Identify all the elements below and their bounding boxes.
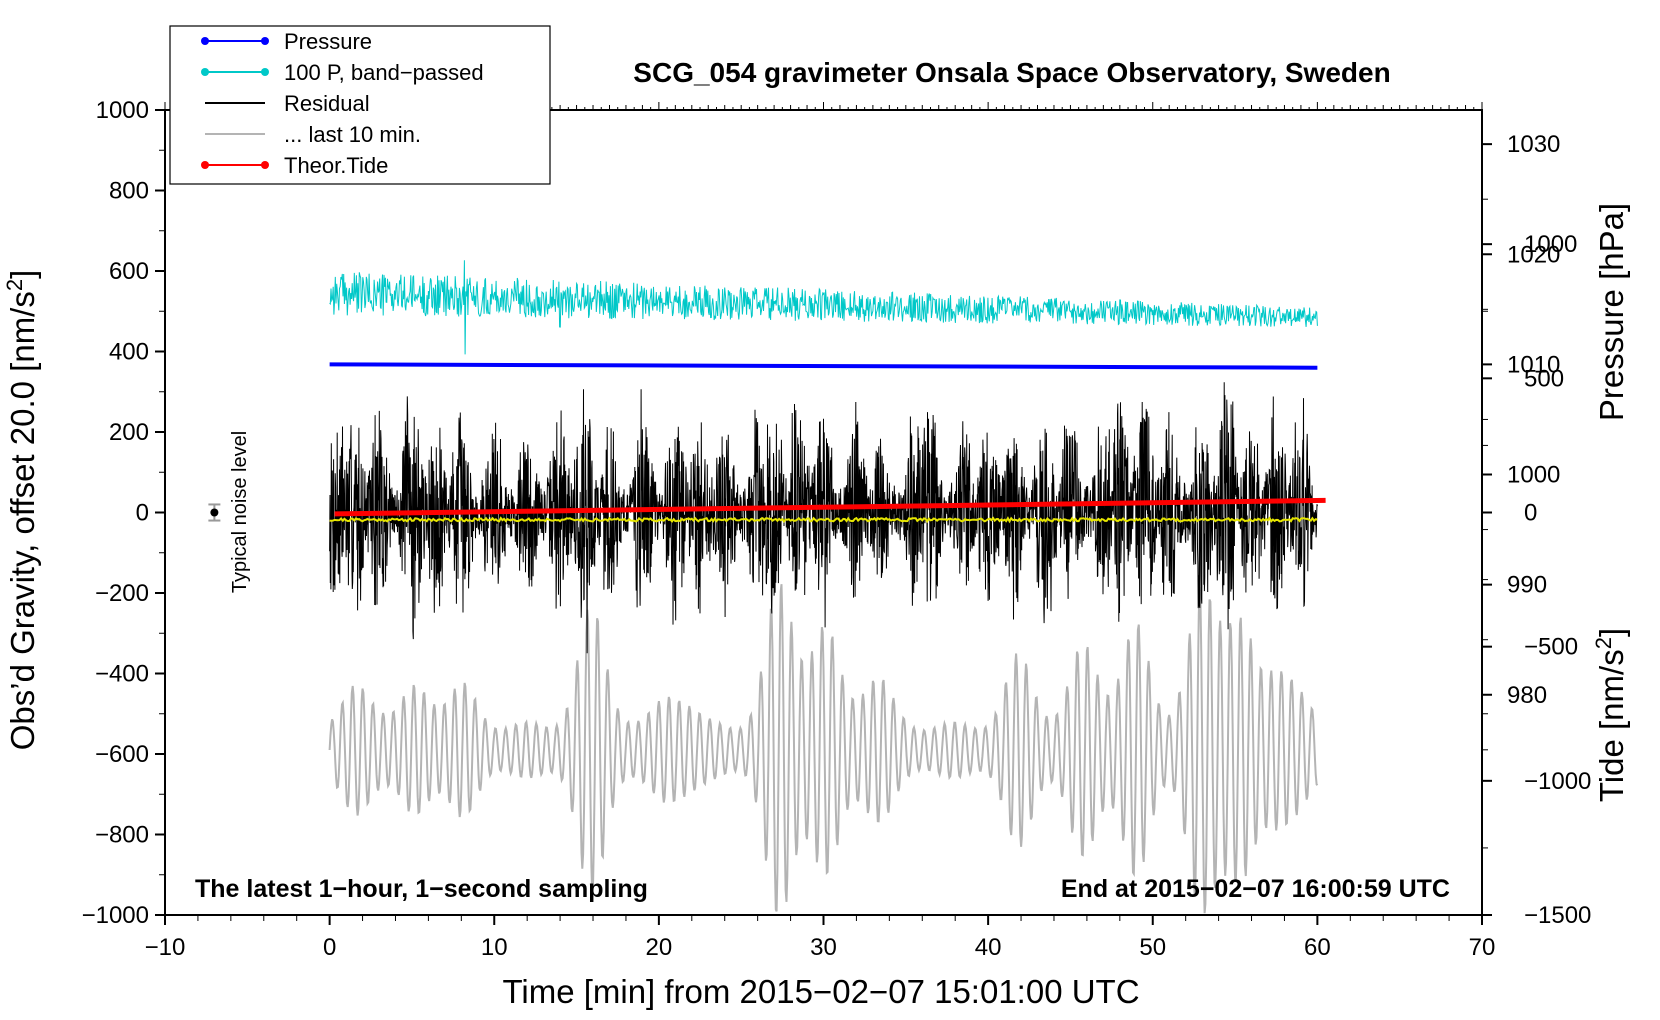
- pressure-tick-label: 980: [1507, 682, 1547, 709]
- tide-tick-label: −500: [1524, 634, 1578, 661]
- legend-marker-end-1: [261, 68, 269, 76]
- x-axis-title: Time [min] from 2015−02−07 15:01:00 UTC: [502, 973, 1139, 1010]
- series-pressure: [329, 362, 1318, 370]
- legend-label-3: ... last 10 min.: [284, 122, 421, 147]
- y-axis-title-tide-sup: 2: [1591, 637, 1616, 649]
- tide-tick-label: 500: [1524, 365, 1564, 392]
- noise-point: [210, 508, 219, 517]
- pressure-tick-label: 990: [1507, 572, 1547, 599]
- legend-marker-end-0: [261, 37, 269, 45]
- legend-label-2: Residual: [284, 91, 370, 116]
- y-tick-label: −800: [95, 822, 149, 849]
- legend-box: [169, 25, 551, 185]
- y-axis-title-pressure: Pressure [hPa]: [1593, 203, 1630, 421]
- y-axis-title-left-main: Obs’d Gravity, offset 20.0 [nm/s: [4, 291, 41, 750]
- y-axis-title-tide: Tide [nm/s2]: [1591, 628, 1630, 802]
- tide-tick-label: −1000: [1524, 768, 1591, 795]
- y-tick-label: 600: [109, 258, 149, 285]
- y-axis-title-left-sup: 2: [2, 279, 27, 291]
- tide-tick-label: 1000: [1524, 231, 1577, 258]
- pressure-tick-label: 1030: [1507, 131, 1560, 158]
- x-tick-label: 20: [646, 934, 673, 961]
- y-tick-label: 200: [109, 419, 149, 446]
- tide-tick-label: 0: [1524, 500, 1537, 527]
- x-tick-label: 70: [1469, 934, 1496, 961]
- y-tick-label: 800: [109, 178, 149, 205]
- chart-title: SCG_054 gravimeter Onsala Space Observat…: [633, 57, 1390, 88]
- y-axis-title-left-close: ]: [4, 270, 41, 279]
- legend-marker-start-0: [201, 37, 209, 45]
- y-axis-title-tide-close: ]: [1593, 628, 1630, 637]
- pressure-tick-label: 1000: [1507, 462, 1560, 489]
- series-last-10-min: [328, 584, 1319, 914]
- note-noise-level: Typical noise level: [229, 431, 251, 593]
- x-tick-label: −10: [145, 934, 186, 961]
- legend-marker-start-4: [201, 161, 209, 169]
- legend-marker-end-4: [261, 161, 269, 169]
- y-tick-label: −600: [95, 741, 149, 768]
- y-tick-label: 0: [136, 500, 149, 527]
- note-end-time: End at 2015−02−07 16:00:59 UTC: [1061, 875, 1450, 903]
- x-tick-label: 60: [1304, 934, 1331, 961]
- tide-tick-label: −1500: [1524, 902, 1591, 929]
- y-axis-title-tide-main: Tide [nm/s: [1593, 649, 1630, 802]
- pressure-tick-label: 1010: [1507, 351, 1560, 378]
- legend-label-0: Pressure: [284, 29, 372, 54]
- y-tick-label: 1000: [96, 97, 149, 124]
- y-tick-label: −400: [95, 661, 149, 688]
- note-sampling: The latest 1−hour, 1−second sampling: [195, 875, 648, 903]
- y-tick-label: 400: [109, 339, 149, 366]
- series-band-passed-pressure: [329, 260, 1318, 355]
- noise-marker: [208, 503, 221, 522]
- pressure-tick-label: 1020: [1507, 241, 1560, 268]
- legend-items: Pressure 100 P, band−passed Residual ... la…: [201, 29, 484, 178]
- legend-label-1: 100 P, band−passed: [284, 60, 484, 85]
- x-tick-label: 30: [810, 934, 837, 961]
- y-axis-title-left: Obs’d Gravity, offset 20.0 [nm/s2]: [2, 270, 41, 751]
- y-tick-label: −200: [95, 580, 149, 607]
- x-tick-label: 10: [481, 934, 508, 961]
- x-tick-label: 50: [1139, 934, 1166, 961]
- series-residual: [329, 382, 1318, 654]
- y-tick-label: −1000: [82, 902, 149, 929]
- legend-label-4: Theor.Tide: [284, 153, 388, 178]
- x-tick-label: 40: [975, 934, 1002, 961]
- legend: Pressure 100 P, band−passed Residual ... la…: [169, 25, 551, 185]
- series-theoretical-tide: [334, 497, 1326, 517]
- series-layer: [328, 260, 1326, 914]
- tick-layer: −10 0 10 20 30 40 50 60 7010008006004002000−200−…: [82, 97, 1592, 961]
- x-tick-label: 0: [323, 934, 336, 961]
- legend-marker-start-1: [201, 68, 209, 76]
- series-smoothed-residual: [329, 516, 1318, 524]
